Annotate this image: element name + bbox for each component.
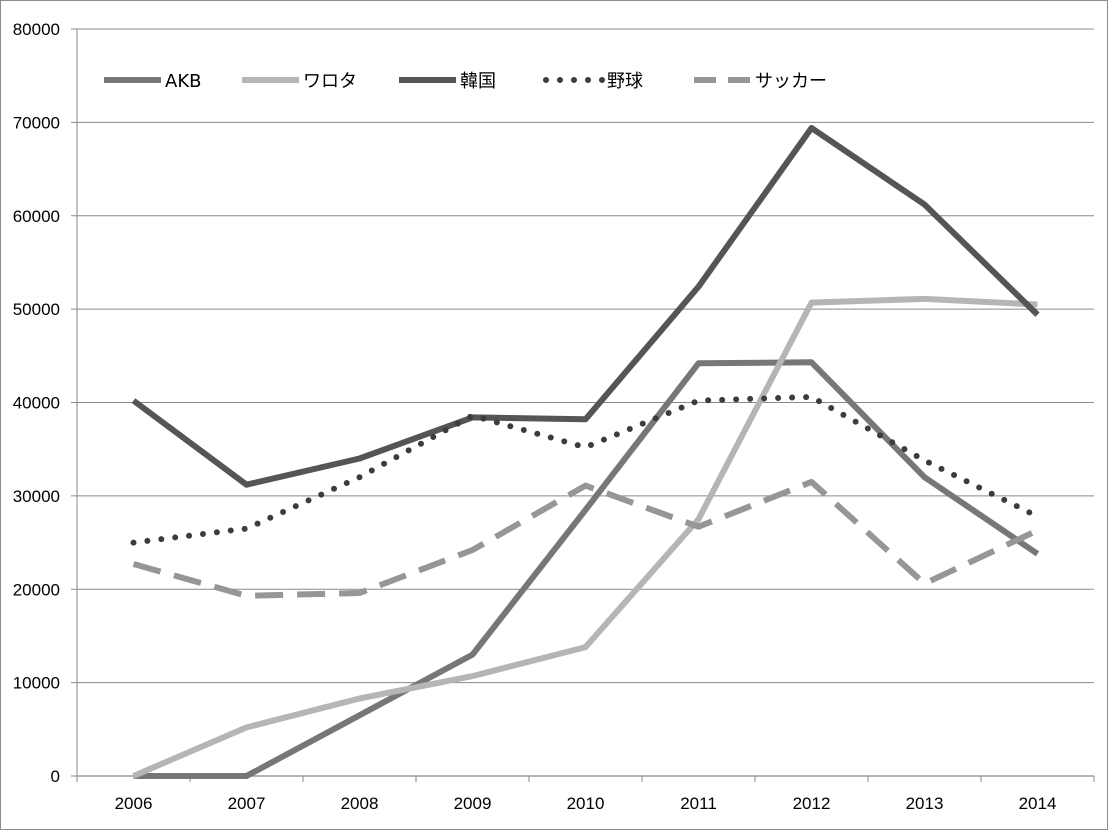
- y-tick-label: 70000: [13, 113, 60, 132]
- legend-label: サッカー: [755, 71, 827, 92]
- y-tick-label: 10000: [13, 674, 60, 693]
- axes: [71, 28, 1095, 782]
- x-tick-label: 2006: [115, 794, 153, 813]
- y-axis-tick-labels: 0 10000 20000 30000 40000 50000 60000 70000 8000…: [13, 20, 60, 786]
- series-line: [130, 393, 1041, 546]
- x-tick-label: 2014: [1019, 794, 1057, 813]
- y-tick-label: 60000: [13, 207, 60, 226]
- legend-label: ワロタ: [303, 71, 357, 92]
- series-line: [131, 125, 1040, 488]
- series-line: [132, 478, 1039, 599]
- series-line: [132, 295, 1038, 779]
- legend-label: 韓国: [460, 71, 496, 92]
- x-tick-label: 2011: [680, 794, 717, 813]
- y-tick-label: 80000: [13, 20, 60, 39]
- y-tick-label: 0: [51, 767, 60, 786]
- legend-label: AKB: [165, 71, 201, 92]
- y-tick-label: 40000: [13, 394, 60, 413]
- y-tick-label: 20000: [13, 580, 60, 599]
- series-line: [133, 359, 1040, 779]
- y-tick-label: 30000: [13, 487, 60, 506]
- x-tick-label: 2012: [793, 794, 831, 813]
- x-tick-label: 2008: [341, 794, 379, 813]
- x-axis-tick-labels: 2006 2007 2008 2009 2010 2011 2012 2013 2014: [115, 794, 1057, 813]
- x-tick-label: 2010: [567, 794, 605, 813]
- y-tick-label: 50000: [13, 300, 60, 319]
- legend: AKB ワロタ 韓国 野球 サッカー: [104, 71, 827, 92]
- x-tick-label: 2007: [228, 794, 266, 813]
- series-lines: [130, 125, 1041, 779]
- gridlines: [77, 28, 1094, 684]
- legend-label: 野球: [607, 71, 643, 92]
- x-tick-label: 2013: [906, 794, 944, 813]
- x-tick-label: 2009: [454, 794, 492, 813]
